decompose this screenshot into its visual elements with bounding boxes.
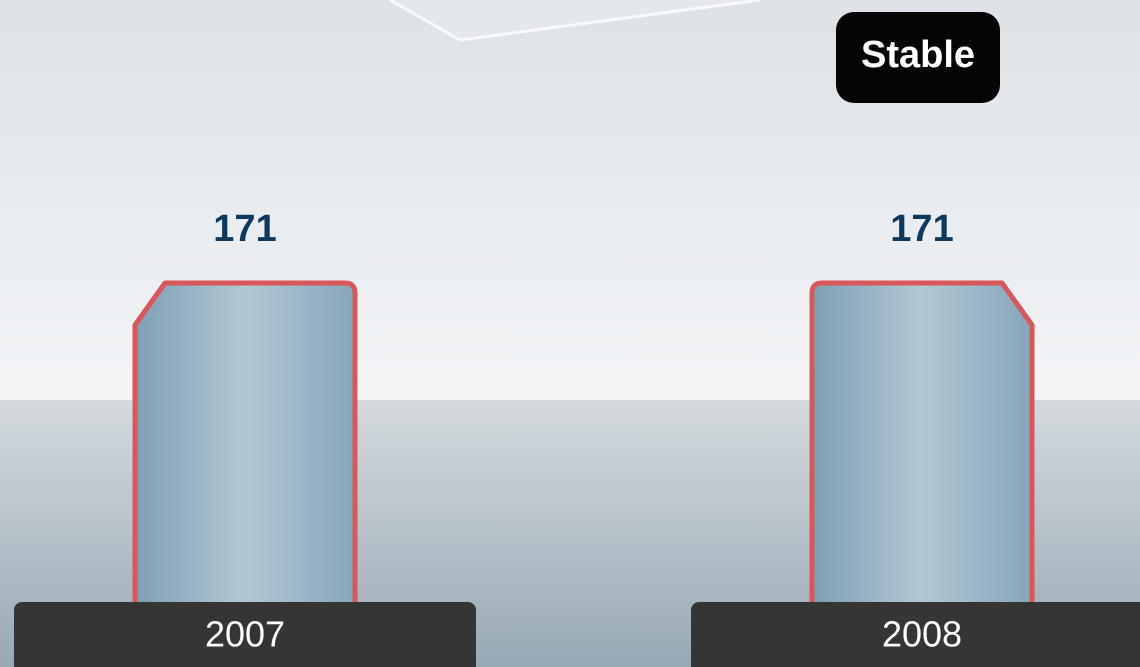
decoration (389, 0, 761, 42)
annotation: Stable (861, 34, 975, 76)
bar (809, 280, 1035, 605)
bar (132, 280, 358, 605)
value-label: 171 (213, 208, 276, 250)
category-box (691, 602, 1140, 667)
category-box (14, 602, 476, 667)
annotation-badge: Stable (836, 12, 1000, 103)
value-label: 171 (890, 208, 953, 250)
x-tick-label: 2007 (205, 614, 285, 655)
x-tick-label: 2008 (882, 614, 962, 655)
